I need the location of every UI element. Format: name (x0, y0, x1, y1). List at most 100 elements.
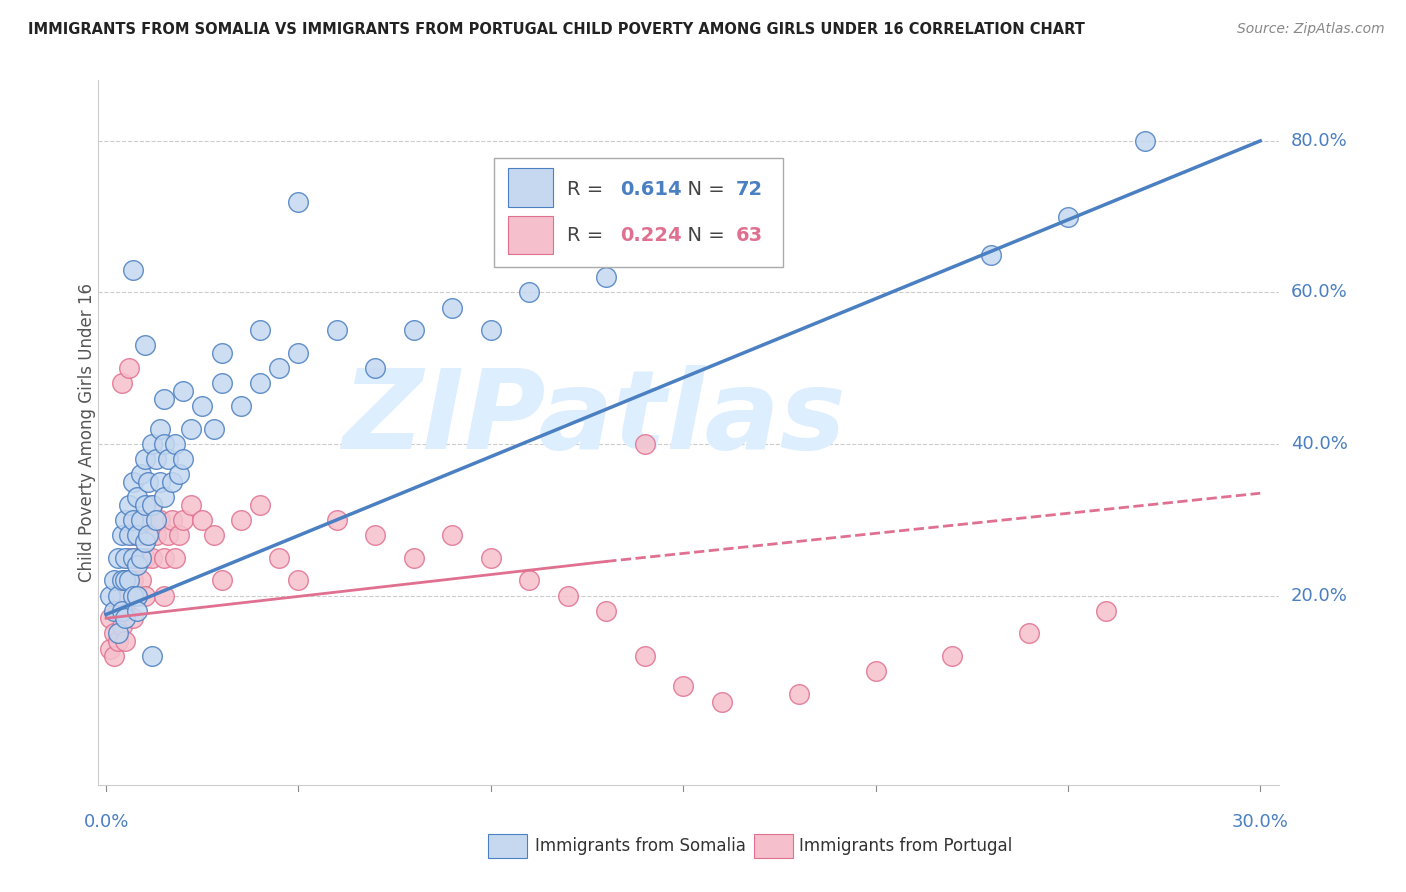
Point (122, 550, 145, 565)
Text: IMMIGRANTS FROM SOMALIA VS IMMIGRANTS FROM PORTUGAL CHILD POVERTY AMONG GIRLS UN: IMMIGRANTS FROM SOMALIA VS IMMIGRANTS FR… (28, 22, 1085, 37)
Point (229, 399, 252, 413)
Point (167, 467, 190, 482)
Point (122, 611, 145, 625)
Point (167, 528, 190, 542)
Point (1095, 604, 1118, 618)
Point (202, 422, 225, 436)
Point (149, 422, 172, 436)
Point (211, 574, 233, 588)
Point (134, 535, 156, 549)
Point (180, 422, 202, 436)
Point (787, 687, 810, 701)
Point (249, 376, 271, 391)
Point (122, 513, 145, 527)
Point (180, 498, 202, 512)
Point (441, 528, 464, 542)
Point (517, 574, 540, 588)
Point (125, 490, 148, 504)
Point (110, 528, 132, 542)
Point (364, 528, 387, 542)
Point (287, 346, 309, 360)
Text: 30.0%: 30.0% (1232, 813, 1289, 830)
Point (129, 550, 152, 565)
Text: Immigrants from Somalia: Immigrants from Somalia (536, 837, 747, 855)
Point (103, 626, 125, 640)
Point (118, 498, 141, 512)
Text: 80.0%: 80.0% (1291, 132, 1347, 150)
Point (172, 452, 194, 467)
Point (107, 626, 129, 640)
Point (125, 589, 148, 603)
Point (110, 604, 132, 618)
Point (145, 513, 167, 527)
Point (129, 513, 152, 527)
Point (125, 589, 148, 603)
FancyBboxPatch shape (494, 158, 783, 267)
Point (110, 619, 132, 633)
Point (1057, 210, 1080, 224)
Point (595, 270, 617, 285)
Point (517, 285, 540, 300)
Point (122, 528, 145, 542)
Text: ZIPatlas: ZIPatlas (343, 365, 846, 472)
Point (134, 550, 156, 565)
Point (229, 513, 252, 527)
Point (118, 589, 141, 603)
Point (364, 361, 387, 376)
Text: Source: ZipAtlas.com: Source: ZipAtlas.com (1237, 22, 1385, 37)
Point (941, 649, 963, 664)
Text: Immigrants from Portugal: Immigrants from Portugal (799, 837, 1012, 855)
Point (122, 589, 145, 603)
Point (172, 513, 194, 527)
Point (156, 452, 179, 467)
Point (202, 528, 225, 542)
Point (134, 513, 156, 527)
Point (118, 528, 141, 542)
Point (634, 437, 657, 451)
Point (103, 574, 125, 588)
Point (191, 513, 214, 527)
Point (479, 550, 502, 565)
Point (141, 498, 163, 512)
Point (134, 452, 156, 467)
Text: 0.614: 0.614 (620, 180, 682, 199)
Point (141, 498, 163, 512)
Point (172, 384, 194, 398)
Point (149, 475, 172, 489)
Point (980, 247, 1002, 261)
Point (145, 452, 167, 467)
Point (479, 323, 502, 337)
Point (141, 437, 163, 451)
Point (129, 467, 152, 482)
Point (114, 604, 136, 618)
Point (153, 589, 176, 603)
Point (710, 695, 733, 709)
Point (402, 323, 425, 337)
Bar (508, 169, 553, 207)
Point (110, 574, 132, 588)
Point (160, 475, 183, 489)
Point (125, 604, 148, 618)
Point (107, 634, 129, 648)
Point (153, 392, 176, 406)
Point (107, 589, 129, 603)
Point (402, 550, 425, 565)
Point (557, 589, 579, 603)
Point (1018, 626, 1040, 640)
Point (129, 574, 152, 588)
Point (141, 550, 163, 565)
Point (122, 262, 145, 277)
Point (326, 323, 349, 337)
Point (595, 604, 617, 618)
Point (138, 528, 160, 542)
Point (129, 528, 152, 542)
Bar (754, 834, 793, 857)
Point (326, 513, 349, 527)
Text: 20.0%: 20.0% (1291, 587, 1347, 605)
Text: 72: 72 (737, 180, 763, 199)
Point (125, 550, 148, 565)
Point (211, 376, 233, 391)
Point (114, 574, 136, 588)
Bar (488, 834, 527, 857)
Point (138, 528, 160, 542)
